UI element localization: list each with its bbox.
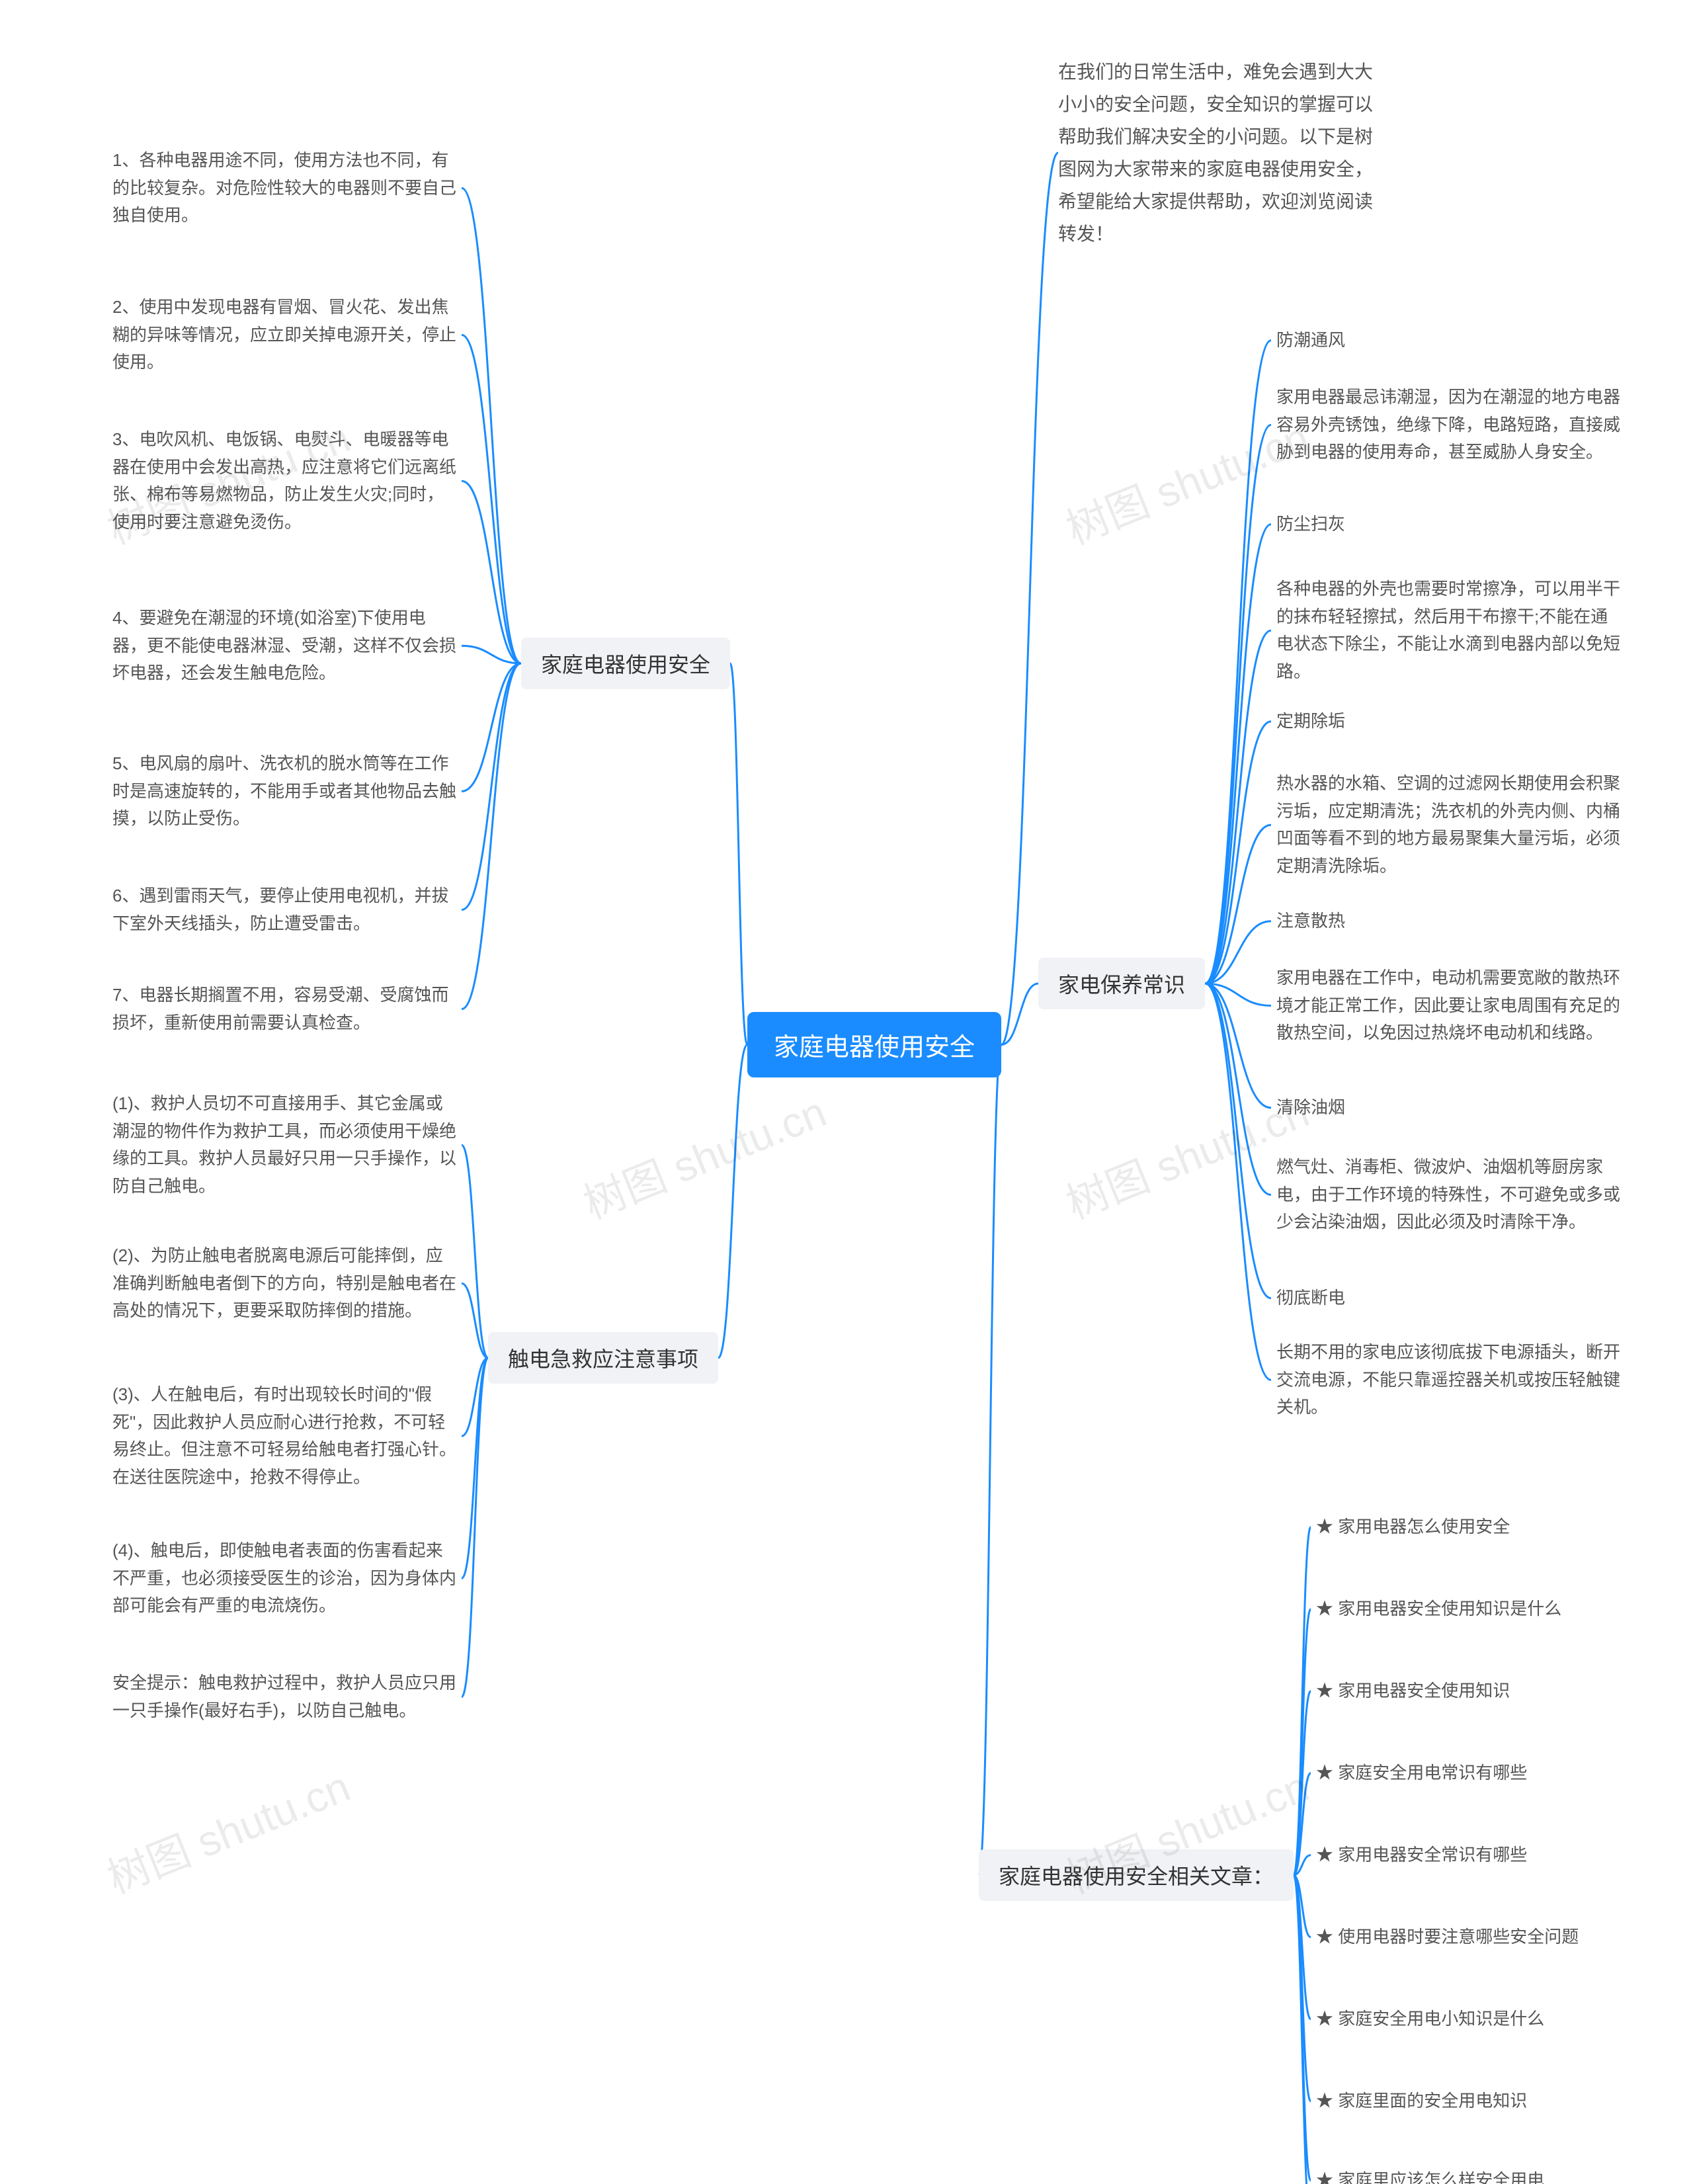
related-leaf: ★ 家用电器怎么使用安全 (1316, 1511, 1510, 1544)
rescue-leaf: (2)、为防止触电者脱离电源后可能摔倒，应准确判断触电者倒下的方向，特别是触电者… (112, 1239, 456, 1327)
branch-electric-rescue[interactable]: 触电急救应注意事项 (488, 1332, 718, 1384)
watermark-text: 树图 shutu.cn (573, 1079, 834, 1232)
safety-leaf: 5、电风扇的扇叶、洗衣机的脱水筒等在工作时是高速旋转的，不能用手或者其他物品去触… (112, 747, 456, 835)
safety-leaf: 3、电吹风机、电饭锅、电熨斗、电暖器等电器在使用中会发出高热，应注意将它们远离纸… (112, 423, 456, 538)
related-leaf: ★ 家庭里应该怎么样安全用电 (1316, 2164, 1544, 2184)
maint-leaf: 家用电器最忌讳潮湿，因为在潮湿的地方电器容易外壳锈蚀，绝缘下降，电路短路，直接威… (1276, 381, 1620, 469)
maint-leaf: 定期除垢 (1276, 705, 1345, 738)
related-leaf: ★ 使用电器时要注意哪些安全问题 (1316, 1921, 1579, 1954)
root-node[interactable]: 家庭电器使用安全 (747, 1012, 1001, 1077)
related-leaf: ★ 家用电器安全常识有哪些 (1316, 1839, 1527, 1872)
rescue-leaf: (4)、触电后，即使触电者表面的伤害看起来不严重，也必须接受医生的诊治，因为身体… (112, 1534, 456, 1622)
intro-text: 在我们的日常生活中，难免会遇到大大小小的安全问题，安全知识的掌握可以帮助我们解决… (1058, 56, 1376, 250)
related-leaf: ★ 家庭里面的安全用电知识 (1316, 2085, 1527, 2118)
rescue-leaf: 安全提示：触电救护过程中，救护人员应只用一只手操作(最好右手)，以防自己触电。 (112, 1667, 456, 1727)
branch-safety-usage[interactable]: 家庭电器使用安全 (521, 638, 730, 689)
safety-leaf: 2、使用中发现电器有冒烟、冒火花、发出焦糊的异味等情况，应立即关掉电源开关，停止… (112, 291, 456, 379)
maint-leaf: 防潮通风 (1276, 324, 1345, 357)
branch-related-articles[interactable]: 家庭电器使用安全相关文章： (979, 1849, 1294, 1901)
maint-leaf: 燃气灶、消毒柜、微波炉、油烟机等厨房家电，由于工作环境的特殊性，不可避免或多或少… (1276, 1151, 1620, 1239)
safety-leaf: 7、电器长期搁置不用，容易受潮、受腐蚀而损坏，重新使用前需要认真检查。 (112, 979, 456, 1039)
related-leaf: ★ 家庭安全用电常识有哪些 (1316, 1757, 1527, 1790)
watermark-text: 树图 shutu.cn (97, 1753, 358, 1906)
maint-leaf: 清除油烟 (1276, 1091, 1345, 1124)
rescue-leaf: (3)、人在触电后，有时出现较长时间的"假死"，因此救护人员应耐心进行抢救，不可… (112, 1378, 456, 1493)
maint-leaf: 长期不用的家电应该彻底拔下电源插头，断开交流电源，不能只靠遥控器关机或按压轻触键… (1276, 1336, 1620, 1424)
related-leaf: ★ 家庭安全用电小知识是什么 (1316, 2003, 1544, 2036)
maint-leaf: 彻底断电 (1276, 1282, 1345, 1315)
safety-leaf: 1、各种电器用途不同，使用方法也不同，有的比较复杂。对危险性较大的电器则不要自己… (112, 144, 456, 232)
safety-leaf: 6、遇到雷雨天气，要停止使用电视机，并拔下室外天线插头，防止遭受雷击。 (112, 880, 456, 940)
related-leaf: ★ 家用电器安全使用知识 (1316, 1675, 1510, 1708)
maint-leaf: 各种电器的外壳也需要时常擦净，可以用半干的抹布轻轻擦拭，然后用干布擦干;不能在通… (1276, 573, 1620, 688)
maint-leaf: 防尘扫灰 (1276, 508, 1345, 541)
rescue-leaf: (1)、救护人员切不可直接用手、其它金属或潮湿的物件作为救护工具，而必须使用干燥… (112, 1087, 456, 1202)
maint-leaf: 家用电器在工作中，电动机需要宽敞的散热环境才能正常工作，因此要让家电周围有充足的… (1276, 962, 1620, 1050)
maint-leaf: 注意散热 (1276, 905, 1345, 938)
branch-maintenance[interactable]: 家电保养常识 (1038, 958, 1205, 1009)
related-leaf: ★ 家用电器安全使用知识是什么 (1316, 1593, 1561, 1626)
maint-leaf: 热水器的水箱、空调的过滤网长期使用会积聚污垢，应定期清洗；洗衣机的外壳内侧、内桶… (1276, 767, 1620, 882)
safety-leaf: 4、要避免在潮湿的环境(如浴室)下使用电器，更不能使电器淋湿、受潮，这样不仅会损… (112, 602, 456, 690)
